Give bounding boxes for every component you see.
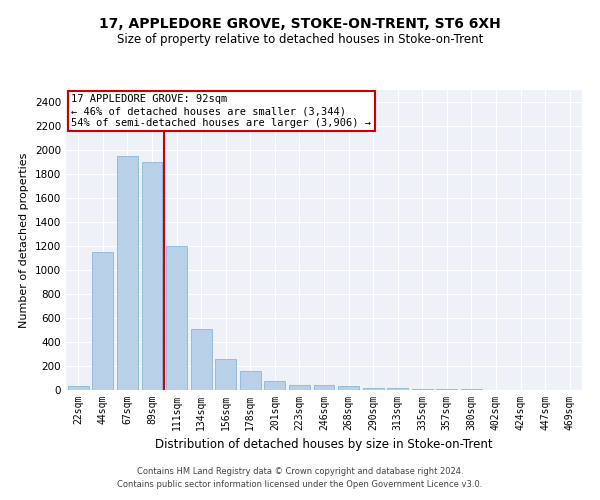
Bar: [265, 381, 286, 390]
Text: 17, APPLEDORE GROVE, STOKE-ON-TRENT, ST6 6XH: 17, APPLEDORE GROVE, STOKE-ON-TRENT, ST6…: [99, 18, 501, 32]
Bar: [117, 156, 138, 390]
Bar: [314, 385, 334, 390]
Bar: [215, 359, 236, 390]
Text: Size of property relative to detached houses in Stoke-on-Trent: Size of property relative to detached ho…: [117, 32, 483, 46]
Bar: [338, 386, 359, 390]
Y-axis label: Number of detached properties: Number of detached properties: [19, 152, 29, 328]
Bar: [240, 372, 261, 390]
Bar: [92, 252, 113, 390]
Bar: [387, 388, 408, 390]
Bar: [142, 162, 163, 390]
Bar: [362, 388, 383, 390]
X-axis label: Distribution of detached houses by size in Stoke-on-Trent: Distribution of detached houses by size …: [155, 438, 493, 452]
Text: Contains public sector information licensed under the Open Government Licence v3: Contains public sector information licen…: [118, 480, 482, 489]
Bar: [412, 389, 433, 390]
Bar: [68, 386, 89, 390]
Bar: [191, 329, 212, 390]
Bar: [166, 246, 187, 390]
Bar: [289, 385, 310, 390]
Text: 17 APPLEDORE GROVE: 92sqm
← 46% of detached houses are smaller (3,344)
54% of se: 17 APPLEDORE GROVE: 92sqm ← 46% of detac…: [71, 94, 371, 128]
Text: Contains HM Land Registry data © Crown copyright and database right 2024.: Contains HM Land Registry data © Crown c…: [137, 467, 463, 476]
